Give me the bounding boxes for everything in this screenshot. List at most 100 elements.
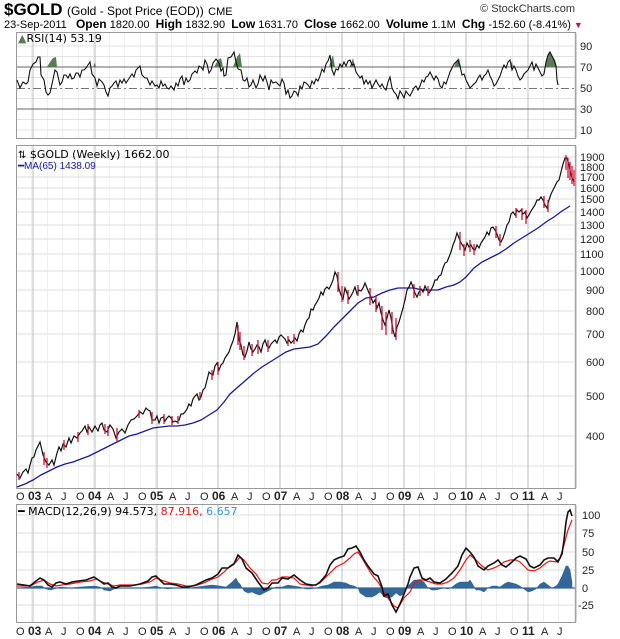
svg-text:O: O (138, 626, 147, 638)
high-value: 1832.90 (185, 19, 226, 31)
price-bars-up (16, 157, 575, 480)
svg-text:A: A (169, 491, 177, 503)
svg-text:J: J (61, 626, 67, 638)
macd-label: MACD(12,26,9) (28, 505, 112, 518)
svg-text:11: 11 (522, 489, 535, 503)
rsi-tick: 70 (580, 62, 592, 74)
svg-text:O: O (16, 626, 25, 638)
rsi-tick: 90 (580, 41, 592, 53)
svg-text:J: J (247, 626, 253, 638)
svg-text:O: O (510, 491, 519, 503)
rsi-legend: ▲RSI(14) 53.19 (18, 32, 102, 45)
price-tick: 1600 (580, 183, 604, 195)
svg-text:A: A (417, 626, 425, 638)
svg-text:A: A (541, 491, 549, 503)
svg-text:A: A (231, 491, 239, 503)
svg-text:07: 07 (274, 489, 288, 503)
price-tick: 900 (586, 285, 604, 297)
price-axis: 1900 1800 1700 1600 1500 1400 1300 1200 … (575, 146, 604, 488)
svg-text:08: 08 (336, 489, 350, 503)
macd-signal-line (17, 519, 573, 609)
svg-text:J: J (309, 491, 315, 503)
price-tick: 1700 (580, 172, 604, 184)
svg-text:05: 05 (150, 489, 164, 503)
svg-text:10: 10 (460, 624, 474, 638)
symbol: $GOLD (4, 0, 63, 19)
price-tick: 1500 (580, 194, 604, 206)
svg-text:J: J (61, 491, 67, 503)
price-bars-down (18, 155, 575, 480)
svg-text:04: 04 (88, 489, 102, 503)
svg-text:J: J (185, 626, 191, 638)
chart-title: $GOLD (Gold - Spot Price (EOD)) CME (4, 0, 233, 20)
svg-text:08: 08 (336, 624, 350, 638)
svg-text:A: A (479, 626, 487, 638)
price-tick: 1400 (580, 207, 604, 219)
macd-tick: -25 (578, 600, 594, 612)
price-tick: 400 (586, 431, 604, 443)
svg-text:J: J (185, 491, 191, 503)
low-value: 1631.70 (258, 19, 299, 31)
exchange: CME (208, 6, 233, 18)
macd-line (16, 508, 573, 614)
ma65-line (16, 205, 571, 488)
price-tick: 1900 (580, 152, 604, 164)
copyright: © StockCharts.com (480, 3, 575, 15)
ma-legend: ━MA(65) 1438.09 (18, 161, 96, 172)
svg-text:O: O (76, 626, 85, 638)
macd-tick: 75 (582, 528, 594, 540)
rsi-panel (16, 32, 576, 139)
svg-text:J: J (433, 626, 439, 638)
svg-text:A: A (293, 626, 301, 638)
svg-text:A: A (45, 491, 53, 503)
price-tick: 1000 (580, 266, 604, 278)
change-value: -152.60 (-8.41%) (488, 19, 571, 31)
svg-text:04: 04 (88, 624, 102, 638)
svg-text:O: O (138, 491, 147, 503)
svg-text:J: J (247, 491, 253, 503)
svg-text:A: A (231, 626, 239, 638)
svg-text:O: O (448, 626, 457, 638)
svg-text:J: J (309, 626, 315, 638)
svg-text:O: O (262, 491, 271, 503)
rsi-hgrid (17, 45, 575, 131)
ma-line-swatch-icon: ━ (18, 161, 25, 172)
svg-text:09: 09 (398, 489, 412, 503)
macd-line-swatch-icon: ━ (18, 505, 25, 518)
ma-label: MA(65) 1438.09 (24, 161, 96, 172)
macd-legend: ━ MACD(12,26,9) 94.573, 87.916, 6.657 (18, 505, 238, 518)
svg-text:O: O (324, 491, 333, 503)
macd-tick: 100 (582, 510, 600, 522)
svg-text:06: 06 (212, 489, 226, 503)
volume-label: Volume (385, 17, 429, 31)
histogram-value: 6.657 (206, 505, 238, 518)
svg-text:J: J (371, 491, 377, 503)
rsi-tick: 10 (580, 125, 592, 137)
svg-text:09: 09 (398, 624, 412, 638)
svg-text:O: O (262, 626, 271, 638)
svg-text:O: O (200, 491, 209, 503)
high-label: High (155, 17, 183, 31)
svg-text:O: O (386, 626, 395, 638)
rsi-tick: 30 (580, 104, 592, 116)
rsi-line (16, 50, 559, 101)
svg-text:A: A (479, 491, 487, 503)
macd-axis: 100 75 50 25 0 -25 (575, 505, 600, 622)
price-tick: 1800 (580, 162, 604, 174)
price-year-grid (32, 146, 529, 488)
svg-text:03: 03 (28, 489, 42, 503)
svg-text:O: O (76, 491, 85, 503)
macd-value: 94.573, (115, 505, 158, 518)
change-label: Chg (461, 17, 486, 31)
price-label: $GOLD (Weekly) 1662.00 (29, 148, 170, 161)
svg-text:O: O (200, 626, 209, 638)
close-label: Close (304, 17, 337, 31)
low-label: Low (231, 17, 256, 31)
rsi-year-grid (32, 33, 529, 138)
price-panel (16, 145, 576, 489)
svg-text:11: 11 (522, 624, 535, 638)
rsi-axis: 90 70 50 30 10 (575, 33, 592, 138)
svg-text:10: 10 (460, 489, 474, 503)
svg-text:J: J (433, 491, 439, 503)
